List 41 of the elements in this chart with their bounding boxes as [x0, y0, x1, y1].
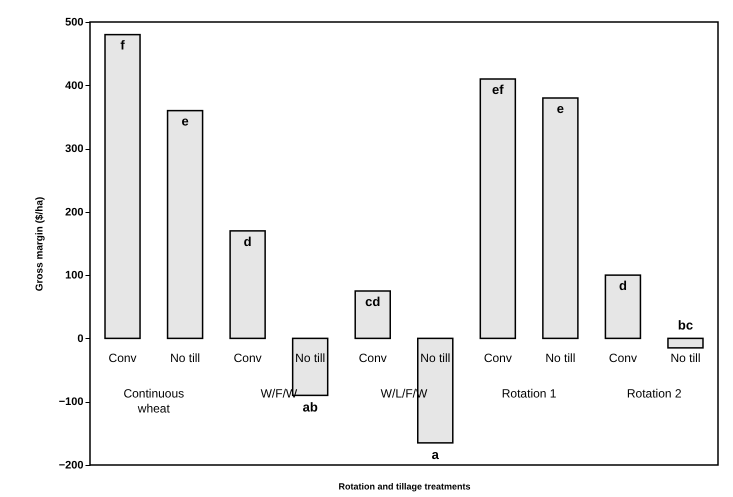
data-label: d: [244, 234, 252, 249]
bar: [166, 110, 204, 340]
bar: [354, 290, 391, 340]
y-tick-label: 0: [77, 332, 84, 345]
bar: [480, 78, 516, 340]
data-label: a: [432, 446, 440, 462]
data-label: bc: [678, 317, 694, 332]
x-tick-label: No till: [295, 350, 326, 365]
annotation: Rotation 1: [502, 386, 557, 400]
x-tick-label: No till: [670, 350, 700, 365]
y-axis-title: Gross margin ($/ha): [34, 196, 46, 292]
x-tick-label: No till: [420, 350, 450, 365]
y-tick-label: 100: [65, 270, 84, 282]
x-axis-title: Rotation and tillage treatments: [338, 482, 471, 492]
data-label: f: [120, 38, 126, 53]
x-tick-label: No till: [170, 350, 200, 365]
y-tick-label: −200: [58, 460, 84, 472]
annotation: Continuous wheat: [123, 386, 184, 416]
data-label: d: [618, 278, 627, 294]
x-tick-label: Conv: [358, 350, 387, 365]
y-tick-label: −100: [58, 396, 84, 408]
bar: [604, 274, 642, 340]
x-tick-label: No till: [545, 350, 576, 365]
x-tick-label: Conv: [234, 350, 262, 365]
x-tick-label: Conv: [608, 350, 637, 365]
data-label: ab: [302, 399, 318, 414]
x-tick-label: Conv: [484, 350, 512, 365]
y-tick-label: 300: [65, 143, 84, 156]
data-label: e: [181, 114, 189, 129]
x-tick-label: Conv: [108, 350, 137, 365]
bar: [104, 34, 141, 340]
data-label: e: [556, 100, 564, 116]
data-label: cd: [365, 294, 380, 309]
y-tick-label: 400: [65, 80, 84, 92]
y-tick-label: 200: [65, 206, 84, 218]
y-tick-label: 500: [65, 16, 84, 28]
data-label: ef: [492, 82, 504, 97]
bar: [229, 230, 266, 340]
annotation: Rotation 2: [626, 386, 682, 400]
bar: [667, 338, 704, 349]
bar: [542, 97, 579, 340]
